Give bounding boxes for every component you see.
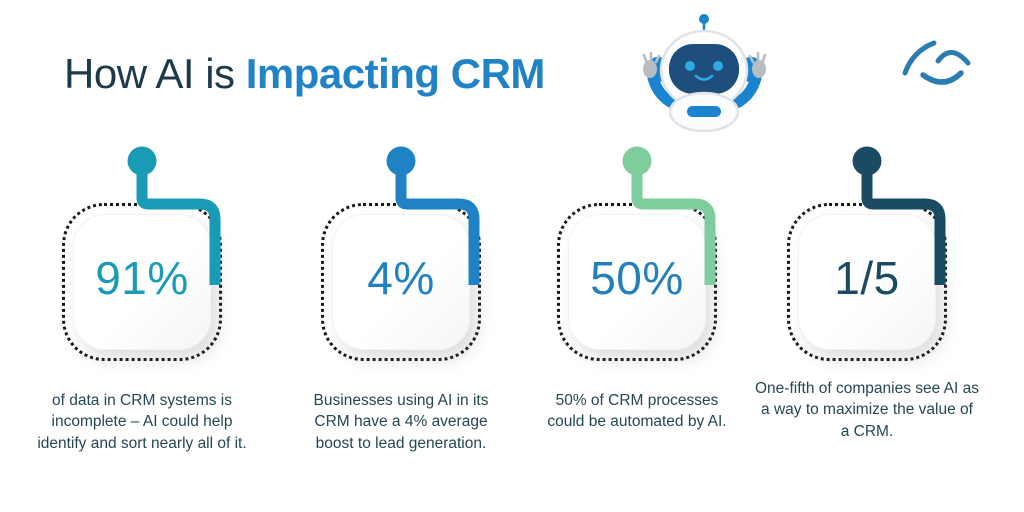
robot-chest-badge bbox=[687, 106, 721, 117]
stat-value: 4% bbox=[367, 252, 435, 304]
stat-value: 91% bbox=[95, 252, 189, 304]
card-frame: 1/5 bbox=[787, 145, 947, 361]
stat-description: 50% of CRM processes could be automated … bbox=[547, 392, 727, 431]
inner-card: 50% bbox=[568, 214, 706, 350]
inner-card: 91% bbox=[73, 214, 211, 350]
dotted-border: 1/5 bbox=[787, 203, 947, 361]
pin-connector-icon bbox=[386, 146, 480, 285]
inner-card: 1/5 bbox=[798, 214, 936, 350]
stat-card-91: 91% of data in CRM systems is incomplete… bbox=[22, 145, 262, 454]
stat-card-one-fifth: 1/5 One-fifth of companies see AI as a w… bbox=[747, 145, 987, 442]
pin-connector-icon bbox=[622, 146, 716, 285]
dotted-border: 4% bbox=[321, 203, 481, 361]
robot-hand-right bbox=[748, 51, 767, 78]
dotted-border: 50% bbox=[557, 203, 717, 361]
stat-description: Businesses using AI in its CRM have a 4%… bbox=[313, 392, 489, 452]
stat-description: One-fifth of companies see AI as a way t… bbox=[755, 380, 980, 440]
stat-value: 1/5 bbox=[834, 252, 900, 304]
stat-card-4: 4% Businesses using AI in its CRM have a… bbox=[281, 145, 521, 454]
brand-swoosh-logo-icon bbox=[902, 40, 971, 85]
title-prefix: How AI is bbox=[64, 50, 246, 97]
pin-connector-icon bbox=[852, 146, 946, 285]
stat-card-50: 50% 50% of CRM processes could be automa… bbox=[517, 145, 757, 433]
card-frame: 50% bbox=[557, 145, 717, 361]
robot-mascot-icon bbox=[642, 14, 767, 132]
pin-connector-icon bbox=[127, 146, 221, 285]
title-highlight: Impacting CRM bbox=[245, 50, 546, 97]
card-frame: 4% bbox=[321, 145, 481, 361]
robot-hand-left bbox=[642, 51, 661, 78]
page-title: How AI is Impacting CRM bbox=[64, 53, 545, 95]
inner-card: 4% bbox=[332, 214, 470, 350]
card-frame: 91% bbox=[62, 145, 222, 361]
stat-description: of data in CRM systems is incomplete – A… bbox=[37, 392, 247, 452]
stat-value: 50% bbox=[590, 252, 684, 304]
